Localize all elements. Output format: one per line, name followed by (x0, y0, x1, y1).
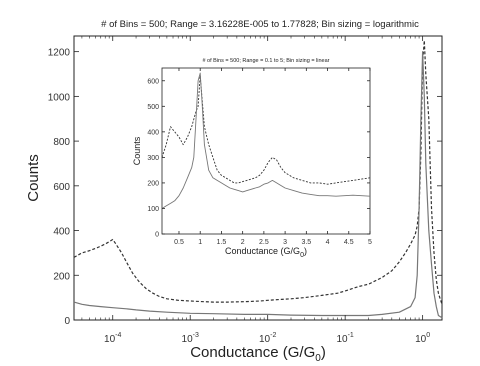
inset-x-tick-label: 2 (241, 239, 245, 246)
main-x-tick-exponent: -4 (115, 332, 121, 339)
inset-x-axis-label-subscript: 0 (300, 252, 304, 259)
inset-y-tick-label: 0 (155, 232, 159, 239)
inset-x-tick-label: 5 (368, 239, 372, 246)
inset-y-tick-label: 400 (147, 129, 159, 136)
main-y-tick-label: 1000 (48, 92, 71, 103)
main-x-tick-exponent: -1 (348, 332, 354, 339)
inset-x-tick-label: 1 (198, 239, 202, 246)
inset-x-tick-label: 2.5 (259, 239, 269, 246)
main-y-tick-label: 1200 (48, 48, 71, 59)
inset-y-axis-label: Counts (132, 136, 142, 165)
main-x-tick-label: 10-1 (336, 332, 353, 345)
main-x-tick-label: 100 (415, 332, 430, 345)
inset-x-axis-label: Conductance (G/G0) (225, 246, 307, 259)
inset-chart: 0.5 1 1.5 2 2.5 3 3.5 4 4.5 5 0 100 200 300 400 500 600 C… (132, 58, 372, 259)
inset-x-tick-label: 4.5 (344, 239, 354, 246)
main-series-solid-line (73, 51, 443, 319)
main-x-tick-label: 10-2 (259, 332, 276, 345)
inset-x-tick-label: 0.5 (174, 239, 184, 246)
inset-y-tick-label: 100 (147, 206, 159, 213)
inset-y-tick-label: 600 (147, 78, 159, 85)
inset-series-solid-line (161, 72, 371, 209)
main-x-tick-base: 10 (104, 334, 116, 345)
main-x-tick-base: 10 (259, 334, 271, 345)
main-x-tick-exponent: -2 (270, 332, 276, 339)
main-chart-title: # of Bins = 500; Range = 3.16228E-005 to… (101, 19, 419, 30)
main-x-tick-exponent: -3 (193, 332, 199, 339)
main-x-tick-base: 10 (182, 334, 194, 345)
inset-y-tick-label: 500 (147, 104, 159, 111)
main-x-axis-label-subscript: 0 (315, 353, 321, 364)
main-x-tick-base: 10 (336, 334, 348, 345)
main-y-tick-label: 400 (53, 227, 70, 238)
main-x-tick-base: 10 (415, 334, 427, 345)
inset-x-axis-label-main: Conductance (G/G (225, 246, 300, 256)
inset-x-tick-label: 3.5 (301, 239, 311, 246)
inset-x-tick-label: 3 (283, 239, 287, 246)
inset-x-axis-label-tail: ) (304, 246, 307, 256)
inset-x-tick-label: 4 (326, 239, 330, 246)
main-y-tick-label: 600 (53, 182, 70, 193)
main-y-axis-label: Counts (25, 154, 42, 202)
inset-y-tick-label: 200 (147, 180, 159, 187)
main-x-tick-label: 10-4 (104, 332, 121, 345)
main-y-tick-label: 800 (53, 137, 70, 148)
main-x-tick-exponent: 0 (426, 332, 430, 339)
inset-plot-area (161, 67, 371, 235)
inset-series-dashed-line (161, 75, 371, 185)
main-x-axis-label-tail: ) (321, 344, 326, 361)
main-x-tick-label: 10-3 (182, 332, 199, 345)
inset-x-tick-label: 1.5 (217, 239, 227, 246)
inset-y-tick-label: 300 (147, 155, 159, 162)
main-y-tick-label: 200 (53, 271, 70, 282)
main-y-tick-label: 0 (64, 316, 70, 327)
inset-title: # of Bins = 500; Range = 0.1 to 5; Bin s… (202, 58, 329, 64)
main-x-axis-label: Conductance (G/G0) (190, 344, 326, 364)
main-series-dashed-line (73, 39, 443, 305)
main-x-axis-label-main: Conductance (G/G (190, 344, 315, 361)
